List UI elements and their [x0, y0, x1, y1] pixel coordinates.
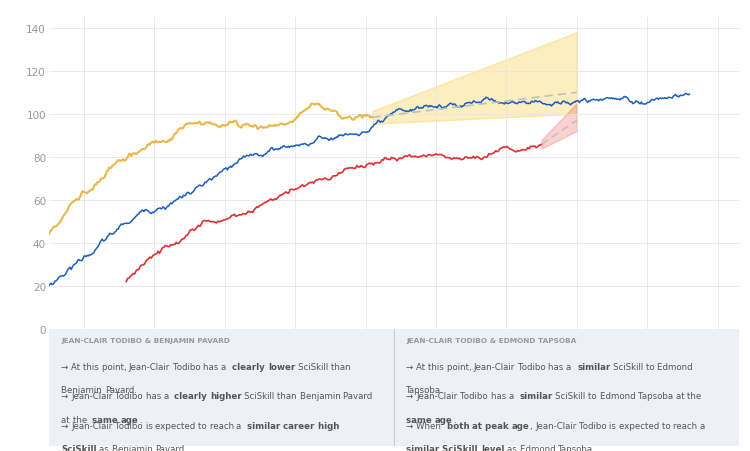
Text: Jean-Clair: Jean-Clair	[416, 391, 460, 400]
Text: Edmond: Edmond	[600, 391, 638, 400]
Text: →: →	[406, 421, 416, 430]
Text: →: →	[406, 391, 416, 400]
Text: .: .	[453, 415, 455, 424]
Text: is: is	[146, 421, 155, 430]
Text: to: to	[198, 421, 209, 430]
Text: clearly: clearly	[174, 391, 210, 400]
Text: SciSkill: SciSkill	[298, 362, 331, 371]
Text: JEAN-CLAIR TODIBO & BENJAMIN PAVARD: JEAN-CLAIR TODIBO & BENJAMIN PAVARD	[62, 337, 230, 343]
Text: reach: reach	[674, 421, 700, 430]
Text: has: has	[146, 391, 164, 400]
Text: age: age	[121, 415, 139, 424]
Text: Todibo: Todibo	[579, 421, 610, 430]
Text: Todibo: Todibo	[116, 421, 146, 430]
Text: Benjamin: Benjamin	[300, 391, 344, 400]
Text: Benjamin: Benjamin	[112, 444, 155, 451]
Text: →: →	[406, 362, 416, 371]
Text: to: to	[588, 391, 600, 400]
Text: Jean-Clair: Jean-Clair	[71, 421, 116, 430]
Text: has: has	[203, 362, 221, 371]
Text: expected: expected	[155, 421, 198, 430]
Text: to: to	[646, 362, 658, 371]
Text: a: a	[221, 362, 230, 371]
Text: point,: point,	[101, 362, 129, 371]
Text: SciSkill: SciSkill	[442, 444, 481, 451]
Text: Todibo: Todibo	[173, 362, 203, 371]
Text: →: →	[62, 421, 71, 430]
Text: When: When	[416, 421, 444, 430]
Text: Tapsoba.: Tapsoba.	[406, 386, 444, 395]
Text: At: At	[71, 362, 83, 371]
Text: both: both	[446, 421, 472, 430]
Text: ,: ,	[530, 421, 535, 430]
Text: Edmond: Edmond	[520, 444, 558, 451]
Text: peak: peak	[485, 421, 512, 430]
Text: same: same	[406, 415, 435, 424]
Text: Todibo: Todibo	[518, 362, 548, 371]
Text: similar: similar	[406, 444, 442, 451]
Text: Pavard.: Pavard.	[105, 386, 136, 395]
Text: point,: point,	[446, 362, 474, 371]
Text: at: at	[62, 415, 73, 424]
Text: Jean-Clair: Jean-Clair	[474, 362, 518, 371]
Text: similar: similar	[577, 362, 610, 371]
Text: SciSkill: SciSkill	[62, 444, 97, 451]
Text: →: →	[62, 391, 71, 400]
Text: has: has	[490, 391, 508, 400]
Text: a: a	[164, 391, 172, 400]
Text: Todibo: Todibo	[116, 391, 146, 400]
Text: Tapsoba: Tapsoba	[638, 391, 676, 400]
Text: clearly: clearly	[232, 362, 268, 371]
Text: higher: higher	[210, 391, 242, 400]
Text: At: At	[416, 362, 428, 371]
Text: a: a	[566, 362, 574, 371]
Text: career: career	[284, 421, 318, 430]
Text: age: age	[512, 421, 529, 430]
Text: Tapsoba.: Tapsoba.	[558, 444, 596, 451]
Text: is: is	[610, 421, 619, 430]
Text: SciSkill: SciSkill	[613, 362, 646, 371]
Text: the: the	[687, 391, 704, 400]
Text: as: as	[100, 444, 112, 451]
Text: a: a	[236, 421, 244, 430]
Text: this: this	[83, 362, 101, 371]
Text: Benjamin: Benjamin	[62, 386, 105, 395]
Text: Jean-Clair: Jean-Clair	[129, 362, 173, 371]
Text: expected: expected	[619, 421, 662, 430]
Text: the: the	[73, 415, 89, 424]
Text: same: same	[92, 415, 121, 424]
Text: SciSkill: SciSkill	[555, 391, 588, 400]
Text: high: high	[318, 421, 342, 430]
Text: JEAN-CLAIR TODIBO & EDMOND TAPSOBA: JEAN-CLAIR TODIBO & EDMOND TAPSOBA	[406, 337, 577, 343]
Text: lower: lower	[268, 362, 295, 371]
Text: age: age	[435, 415, 453, 424]
Text: Jean-Clair: Jean-Clair	[535, 421, 579, 430]
Text: →: →	[62, 362, 71, 371]
Text: a: a	[509, 391, 517, 400]
Text: than: than	[278, 391, 300, 400]
Text: a: a	[700, 421, 708, 430]
Text: Edmond: Edmond	[658, 362, 696, 371]
Text: reach: reach	[209, 421, 236, 430]
Text: than: than	[331, 362, 353, 371]
Text: similar: similar	[519, 391, 553, 400]
Text: at: at	[676, 391, 687, 400]
Text: Todibo: Todibo	[460, 391, 490, 400]
Text: as: as	[507, 444, 520, 451]
Text: SciSkill: SciSkill	[244, 391, 278, 400]
Text: this: this	[428, 362, 446, 371]
Text: at: at	[472, 421, 485, 430]
Text: to: to	[662, 421, 674, 430]
Text: Pavard: Pavard	[344, 391, 375, 400]
Text: similar: similar	[248, 421, 284, 430]
Text: .: .	[139, 415, 142, 424]
Text: level: level	[481, 444, 504, 451]
Text: Jean-Clair: Jean-Clair	[71, 391, 116, 400]
X-axis label: Age: Age	[383, 346, 404, 356]
Text: Pavard.: Pavard.	[155, 444, 188, 451]
Text: has: has	[548, 362, 566, 371]
